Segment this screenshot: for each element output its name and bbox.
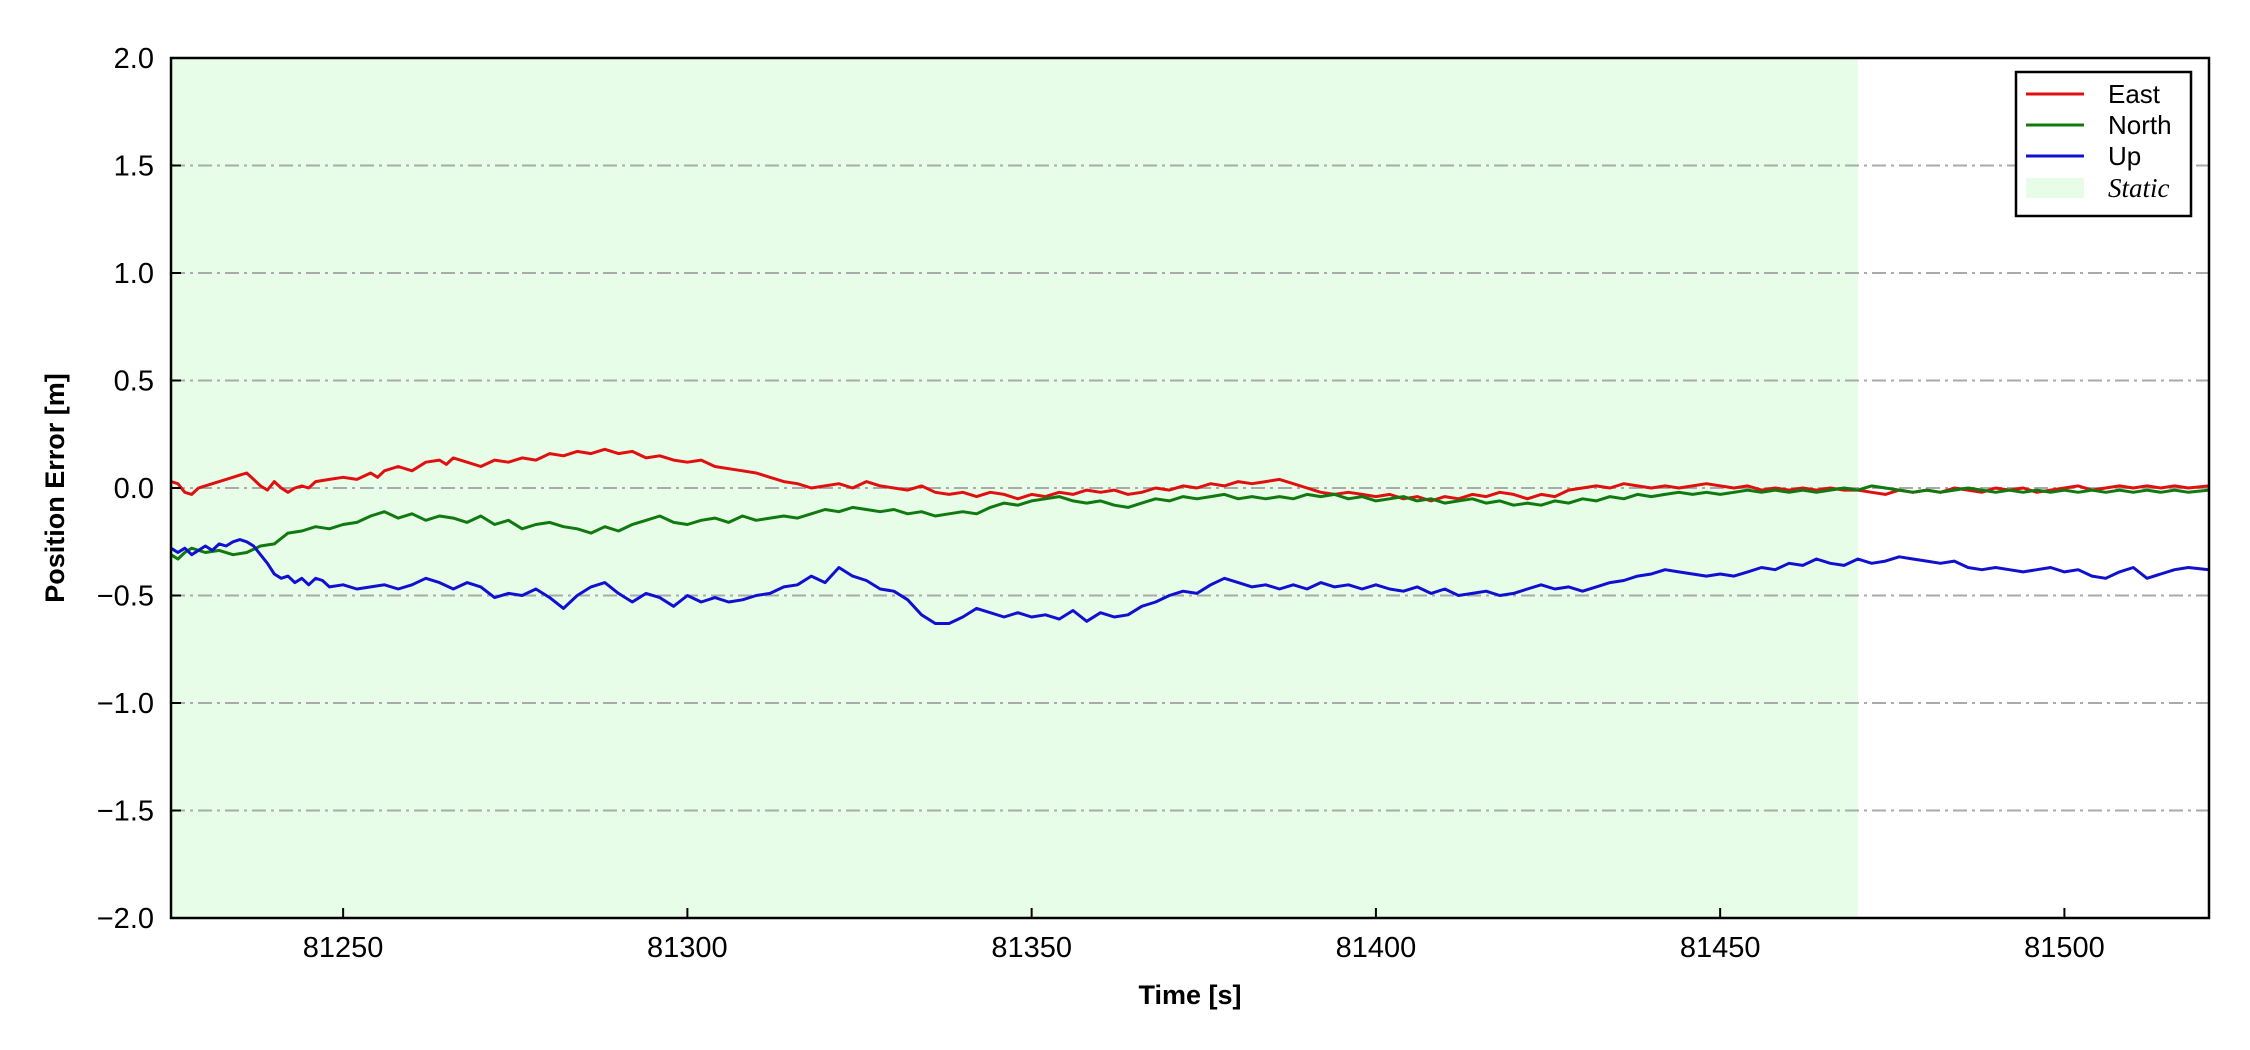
y-tick-label: 2.0 xyxy=(114,43,154,75)
y-tick-label: 1.0 xyxy=(114,258,154,290)
x-tick-label: 81500 xyxy=(2024,932,2105,964)
legend-label-north: North xyxy=(2108,110,2172,140)
legend-label-up: Up xyxy=(2108,141,2141,171)
x-tick-label: 81350 xyxy=(991,932,1072,964)
y-tick-label: 0.5 xyxy=(114,366,154,398)
legend: East North Up Static xyxy=(2014,70,2193,218)
y-tick-label: −1.0 xyxy=(97,688,154,720)
series-line-north xyxy=(170,484,2210,561)
x-tick-label: 81300 xyxy=(647,932,728,964)
legend-label-east: East xyxy=(2108,79,2161,109)
legend-swatch-static xyxy=(2026,178,2084,198)
x-tick-label: 81250 xyxy=(303,932,384,964)
series-line-up xyxy=(170,538,2210,625)
x-tick-label: 81400 xyxy=(1336,932,1417,964)
x-axis-label: Time [s] xyxy=(1138,980,1241,1010)
y-tick-label: −1.5 xyxy=(97,796,154,828)
axis-ticks: 81250 81300 81350 81400 81450 81500 2.0 1.5 1.0 0… xyxy=(97,43,2105,964)
y-tick-label: 1.5 xyxy=(114,151,154,183)
y-axis-label: Position Error [m] xyxy=(40,373,70,603)
y-tick-label: −2.0 xyxy=(97,903,154,935)
y-tick-label: 0.0 xyxy=(114,473,154,505)
x-tick-label: 81450 xyxy=(1680,932,1761,964)
y-tick-label: −0.5 xyxy=(97,581,154,613)
series-lines xyxy=(170,447,2210,625)
legend-label-static: Static xyxy=(2108,173,2170,203)
